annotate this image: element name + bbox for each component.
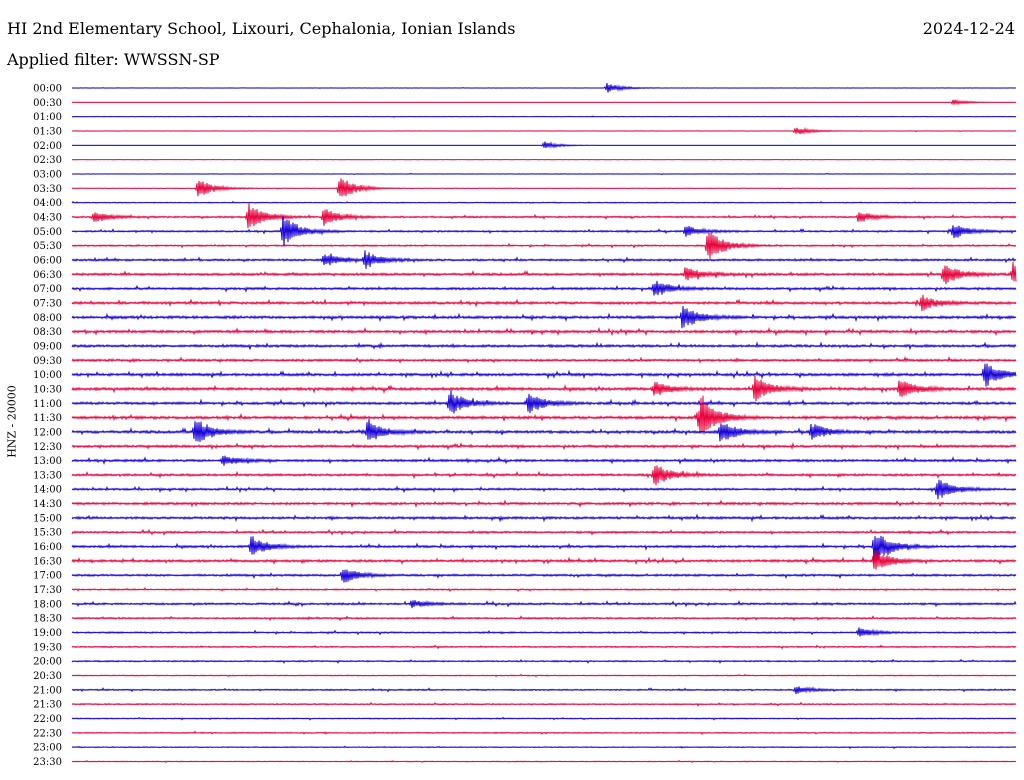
time-label: 10:30 — [33, 384, 62, 395]
time-label: 19:30 — [33, 642, 62, 653]
trace-line — [71, 535, 1017, 562]
trace-line — [71, 586, 1017, 593]
time-label: 00:00 — [33, 84, 62, 95]
time-label: 16:00 — [33, 542, 62, 553]
time-label: 13:00 — [33, 456, 62, 467]
time-label: 11:00 — [33, 399, 62, 410]
time-label: 06:00 — [33, 255, 62, 266]
time-label: 11:30 — [33, 413, 62, 424]
time-label: 23:30 — [33, 757, 62, 768]
trace-line — [71, 686, 1017, 695]
trace-line — [71, 441, 1017, 451]
time-label: 20:30 — [33, 671, 62, 682]
time-label: 06:30 — [33, 270, 62, 281]
trace-line — [71, 479, 1017, 500]
time-label: 09:30 — [33, 356, 62, 367]
trace-line — [71, 615, 1017, 622]
time-label: 12:30 — [33, 442, 62, 453]
time-label: 01:30 — [33, 126, 62, 137]
time-label: 03:00 — [33, 169, 62, 180]
trace-line — [71, 716, 1017, 721]
trace-line — [71, 418, 1017, 442]
trace-line — [71, 115, 1017, 118]
time-label: 04:00 — [33, 198, 62, 209]
time-label: 22:00 — [33, 714, 62, 725]
time-label: 02:00 — [33, 141, 62, 152]
time-label: 08:30 — [33, 327, 62, 338]
time-label: 05:00 — [33, 227, 62, 238]
trace-line — [71, 513, 1017, 523]
time-label: 17:00 — [33, 571, 62, 582]
trace-line — [71, 528, 1017, 536]
trace-line — [71, 455, 1017, 466]
time-label: 17:30 — [33, 585, 62, 596]
trace-line — [71, 550, 1017, 570]
trace-line — [71, 141, 1017, 149]
trace-line — [71, 658, 1017, 664]
trace-line — [71, 82, 1017, 93]
time-label: 13:30 — [33, 470, 62, 481]
time-label: 15:00 — [33, 513, 62, 524]
trace-line — [71, 745, 1017, 750]
time-label: 15:30 — [33, 528, 62, 539]
station-title: HI 2nd Elementary School, Lixouri, Cepha… — [7, 19, 516, 38]
filter-label: Applied filter: WWSSN-SP — [7, 50, 220, 69]
trace-line — [71, 341, 1017, 351]
trace-line — [71, 363, 1017, 387]
trace-line — [71, 326, 1017, 337]
time-label: 00:30 — [33, 98, 62, 109]
record-date: 2024-12-24 — [922, 19, 1015, 38]
trace-line — [71, 395, 1017, 435]
time-label: 04:30 — [33, 212, 62, 223]
time-label: 18:30 — [33, 614, 62, 625]
trace-line — [71, 730, 1017, 736]
time-label: 23:00 — [33, 743, 62, 754]
time-label: 03:30 — [33, 184, 62, 195]
time-label: 19:00 — [33, 628, 62, 639]
trace-line — [71, 673, 1017, 678]
time-label: 10:00 — [33, 370, 62, 381]
trace-line — [71, 465, 1017, 486]
trace-line — [71, 759, 1017, 764]
time-label: 14:00 — [33, 485, 62, 496]
trace-line — [71, 126, 1017, 135]
trace-line — [71, 262, 1017, 285]
time-label: 18:00 — [33, 599, 62, 610]
trace-line — [71, 599, 1017, 609]
trace-line — [71, 569, 1017, 583]
trace-line — [71, 200, 1017, 204]
time-label: 16:30 — [33, 556, 62, 567]
trace-line — [71, 627, 1017, 637]
time-label: 22:30 — [33, 728, 62, 739]
trace-line — [71, 390, 1017, 414]
trace-line — [71, 98, 1017, 106]
time-label: 21:30 — [33, 700, 62, 711]
time-label: 01:00 — [33, 112, 62, 123]
time-label: 14:30 — [33, 499, 62, 510]
time-label: 09:00 — [33, 341, 62, 352]
time-label: 05:30 — [33, 241, 62, 252]
trace-line — [71, 178, 1017, 197]
trace-line — [71, 701, 1017, 707]
trace-line — [71, 233, 1017, 259]
trace-line — [71, 250, 1017, 269]
time-label: 12:00 — [33, 427, 62, 438]
trace-line — [71, 172, 1017, 176]
trace-line — [71, 294, 1017, 312]
time-label: 08:00 — [33, 313, 62, 324]
time-label: 21:00 — [33, 685, 62, 696]
trace-line — [71, 203, 1017, 229]
time-label: 07:30 — [33, 298, 62, 309]
trace-line — [71, 355, 1017, 364]
trace-line — [71, 306, 1017, 329]
time-label: 02:30 — [33, 155, 62, 166]
trace-line — [71, 499, 1017, 508]
time-label: 07:00 — [33, 284, 62, 295]
time-label: 20:00 — [33, 657, 62, 668]
trace-line — [71, 644, 1017, 650]
trace-line — [71, 376, 1017, 402]
trace-line — [71, 280, 1017, 296]
trace-line — [71, 214, 1017, 247]
